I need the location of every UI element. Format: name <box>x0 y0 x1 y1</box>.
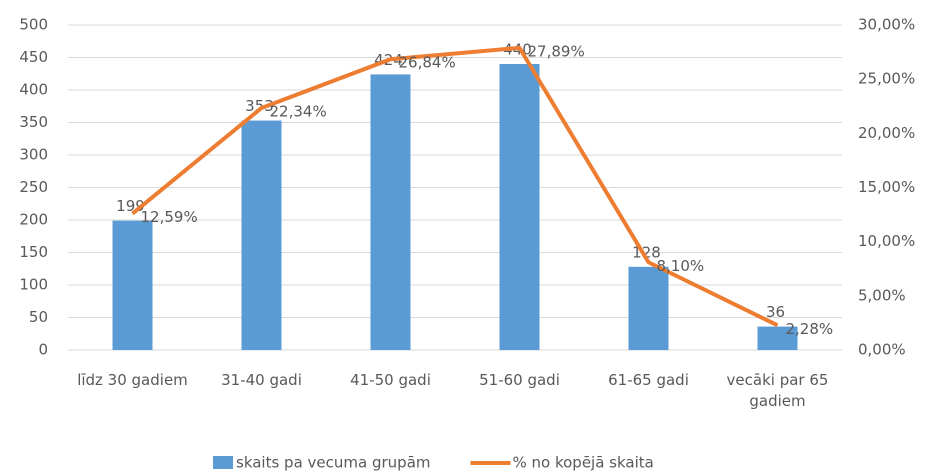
bar <box>757 326 798 350</box>
y-tick-label: 0 <box>38 341 48 359</box>
y-tick-label: 50 <box>29 308 48 326</box>
x-tick-label: 31-40 gadi <box>221 371 302 389</box>
y-tick-label: 100 <box>19 276 48 294</box>
y2-tick-label: 30,00% <box>858 16 915 34</box>
legend-label: % no kopējā skaita <box>513 454 654 472</box>
y-tick-label: 150 <box>19 243 48 261</box>
bar <box>628 266 669 350</box>
y2-tick-label: 25,00% <box>858 70 915 88</box>
bar-value-label: 36 <box>766 303 785 321</box>
line-value-label: 22,34% <box>270 102 327 120</box>
x-tick-label: līdz 30 gadiem <box>77 371 188 389</box>
x-tick-label: vecāki par 65 gadiem <box>726 371 829 410</box>
y-tick-label: 500 <box>19 16 48 34</box>
line-value-label: 12,59% <box>141 208 198 226</box>
line-value-label: 27,89% <box>528 42 585 60</box>
line-value-label: 8,10% <box>657 257 705 275</box>
y-tick-label: 450 <box>19 48 48 66</box>
bar <box>370 74 411 351</box>
x-tick-label: 61-65 gadi <box>608 371 689 389</box>
x-tick-label: 51-60 gadi <box>479 371 560 389</box>
y-tick-label: 400 <box>19 81 48 99</box>
y-tick-label: 300 <box>19 146 48 164</box>
x-tick-label: 41-50 gadi <box>350 371 431 389</box>
y-tick-label: 250 <box>19 178 48 196</box>
y2-tick-label: 0,00% <box>858 341 906 359</box>
y2-tick-label: 15,00% <box>858 178 915 196</box>
y2-tick-label: 5,00% <box>858 286 906 304</box>
bar-value-label: 353 <box>245 97 274 115</box>
y-tick-label: 200 <box>19 211 48 229</box>
y2-tick-label: 20,00% <box>858 124 915 142</box>
line-value-label: 26,84% <box>399 54 456 72</box>
bar <box>499 64 540 350</box>
y2-tick-label: 10,00% <box>858 232 915 250</box>
legend-swatch <box>213 456 233 469</box>
bar <box>241 120 282 350</box>
legend-label: skaits pa vecuma grupām <box>236 454 431 472</box>
line-value-label: 2,28% <box>786 320 834 338</box>
bar <box>112 220 153 350</box>
line <box>131 45 779 328</box>
y-tick-label: 350 <box>19 113 48 131</box>
